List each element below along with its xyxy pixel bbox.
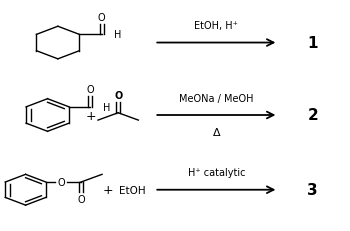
Text: +: + xyxy=(103,183,113,196)
Text: EtOH, H⁺: EtOH, H⁺ xyxy=(194,21,238,31)
Text: H: H xyxy=(103,102,110,112)
Text: O: O xyxy=(57,177,65,187)
Text: +: + xyxy=(85,109,96,122)
Text: Δ: Δ xyxy=(212,128,220,138)
Text: O: O xyxy=(114,91,122,101)
Text: H: H xyxy=(114,30,121,40)
Text: O: O xyxy=(77,194,85,204)
Text: H⁺ catalytic: H⁺ catalytic xyxy=(188,167,245,177)
Text: 2: 2 xyxy=(307,108,318,123)
Text: 1: 1 xyxy=(308,36,318,51)
Text: O: O xyxy=(98,13,105,23)
Text: 3: 3 xyxy=(307,182,318,197)
Text: EtOH: EtOH xyxy=(119,185,145,195)
Text: O: O xyxy=(86,85,94,95)
Text: MeONa / MeOH: MeONa / MeOH xyxy=(179,93,254,103)
